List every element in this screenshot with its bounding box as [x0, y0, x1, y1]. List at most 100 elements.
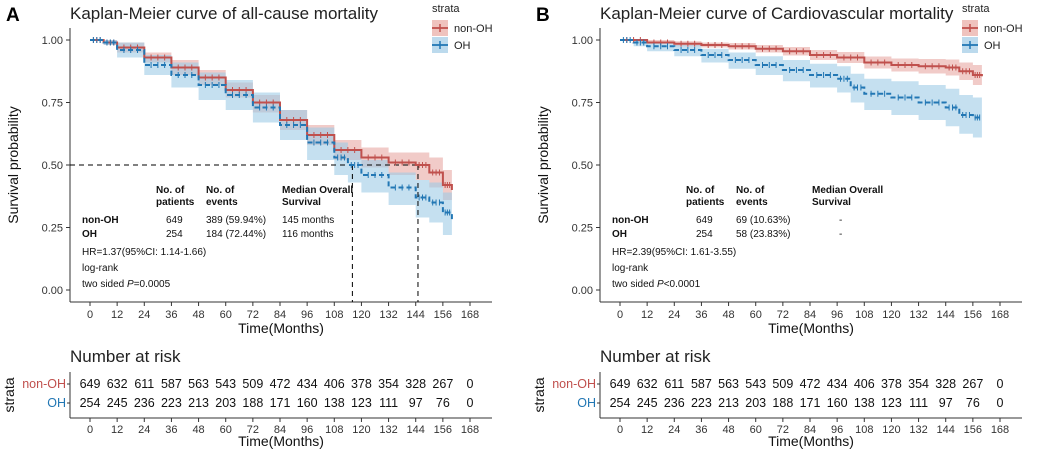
panel-label: A [6, 5, 20, 26]
risk-value: 138 [324, 396, 345, 410]
risk-value: 611 [664, 377, 684, 391]
table-header: patients [156, 197, 195, 208]
risk-x-tick-label: 60 [220, 424, 232, 436]
survival-line-OH [90, 39, 453, 220]
x-tick-label: 36 [695, 309, 707, 321]
x-tick-label: 0 [617, 309, 623, 321]
risk-x-tick-label: 24 [138, 424, 150, 436]
y-tick-label: 0.00 [572, 285, 593, 297]
panel-B: B Kaplan-Meier curve of Cardiovascular mo… [531, 3, 1023, 449]
risk-value: 236 [134, 396, 155, 410]
x-tick-label: 132 [909, 309, 927, 321]
ci-band-OH [620, 40, 982, 138]
risk-value: 171 [270, 396, 291, 410]
x-tick-label: 60 [220, 309, 232, 321]
ci-band-OH [90, 40, 452, 243]
table-header: patients [686, 197, 725, 208]
y-tick-label: 0.25 [42, 223, 63, 235]
risk-value: 0 [467, 396, 474, 410]
risk-y-axis-label: strata [531, 377, 547, 412]
risk-x-tick-label: 84 [274, 424, 286, 436]
x-tick-label: 168 [461, 309, 479, 321]
risk-value: 354 [378, 377, 399, 391]
table-header: events [206, 197, 238, 208]
risk-value: 267 [962, 377, 983, 391]
x-tick-label: 48 [192, 309, 204, 321]
x-tick-label: 144 [937, 309, 955, 321]
risk-x-tick-label: 0 [617, 424, 623, 436]
risk-value: 171 [800, 396, 821, 410]
risk-value: 434 [297, 377, 318, 391]
risk-row-label: non-OH [22, 377, 66, 391]
risk-x-tick-label: 84 [804, 424, 816, 436]
legend-label-OH: OH [454, 40, 471, 52]
risk-x-tick-label: 72 [247, 424, 259, 436]
risk-x-tick-label: 96 [301, 424, 313, 436]
ci-band-non-OH [620, 40, 982, 88]
censor-marks-OH [622, 37, 981, 121]
censor-marks-OH [92, 37, 451, 216]
risk-value: 188 [242, 396, 263, 410]
risk-value: 97 [409, 396, 423, 410]
risk-value: 587 [691, 377, 712, 391]
risk-x-tick-label: 168 [461, 424, 479, 436]
x-tick-label: 96 [301, 309, 313, 321]
risk-x-tick-label: 12 [111, 424, 123, 436]
x-tick-label: 156 [964, 309, 982, 321]
table-patients: 254 [166, 229, 183, 240]
risk-value: 245 [107, 396, 128, 410]
y-tick-label: 1.00 [572, 35, 593, 47]
x-tick-label: 120 [882, 309, 900, 321]
x-tick-label: 60 [750, 309, 762, 321]
legend-title: strata [962, 3, 990, 15]
x-tick-label: 108 [855, 309, 873, 321]
risk-x-tick-label: 168 [991, 424, 1009, 436]
risk-x-tick-label: 120 [882, 424, 900, 436]
risk-value: 236 [664, 396, 685, 410]
risk-value: 434 [827, 377, 848, 391]
table-stat: log-rank [82, 263, 119, 274]
risk-x-tick-label: 156 [434, 424, 452, 436]
x-tick-label: 48 [722, 309, 734, 321]
risk-value: 223 [691, 396, 712, 410]
legend-label-non-OH: non-OH [454, 23, 493, 35]
risk-x-tick-label: 24 [668, 424, 680, 436]
risk-value: 543 [745, 377, 766, 391]
x-tick-label: 108 [325, 309, 343, 321]
table-events: 69 (10.63%) [736, 215, 790, 226]
x-tick-label: 84 [274, 309, 286, 321]
x-tick-label: 156 [434, 309, 452, 321]
x-tick-label: 84 [804, 309, 816, 321]
x-tick-label: 132 [379, 309, 397, 321]
risk-x-tick-label: 48 [192, 424, 204, 436]
risk-value: 111 [909, 396, 928, 410]
y-tick-label: 0.25 [572, 223, 593, 235]
risk-value: 563 [188, 377, 209, 391]
table-median: - [839, 229, 842, 240]
risk-value: 378 [351, 377, 372, 391]
risk-x-tick-label: 120 [352, 424, 370, 436]
risk-value: 649 [610, 377, 631, 391]
risk-value: 328 [935, 377, 956, 391]
legend-label-non-OH: non-OH [984, 23, 1023, 35]
risk-value: 378 [881, 377, 902, 391]
table-row-label: OH [82, 229, 97, 240]
risk-x-tick-label: 156 [964, 424, 982, 436]
risk-row-label: non-OH [552, 377, 596, 391]
risk-x-tick-label: 36 [695, 424, 707, 436]
x-tick-label: 24 [668, 309, 680, 321]
risk-value: 160 [827, 396, 848, 410]
risk-value: 611 [134, 377, 154, 391]
risk-value: 649 [80, 377, 101, 391]
risk-table-title: Number at risk [600, 347, 711, 366]
table-header: No. of [736, 185, 765, 196]
chart-title: Kaplan-Meier curve of Cardiovascular mor… [600, 4, 954, 23]
risk-value: 509 [772, 377, 793, 391]
table-header: Median Overall [282, 185, 353, 196]
table-stat: HR=2.39(95%CI: 1.61-3.55) [612, 247, 736, 258]
risk-x-tick-label: 108 [325, 424, 343, 436]
table-stat: log-rank [612, 263, 649, 274]
table-median: 145 months [282, 215, 334, 226]
x-tick-label: 0 [87, 309, 93, 321]
